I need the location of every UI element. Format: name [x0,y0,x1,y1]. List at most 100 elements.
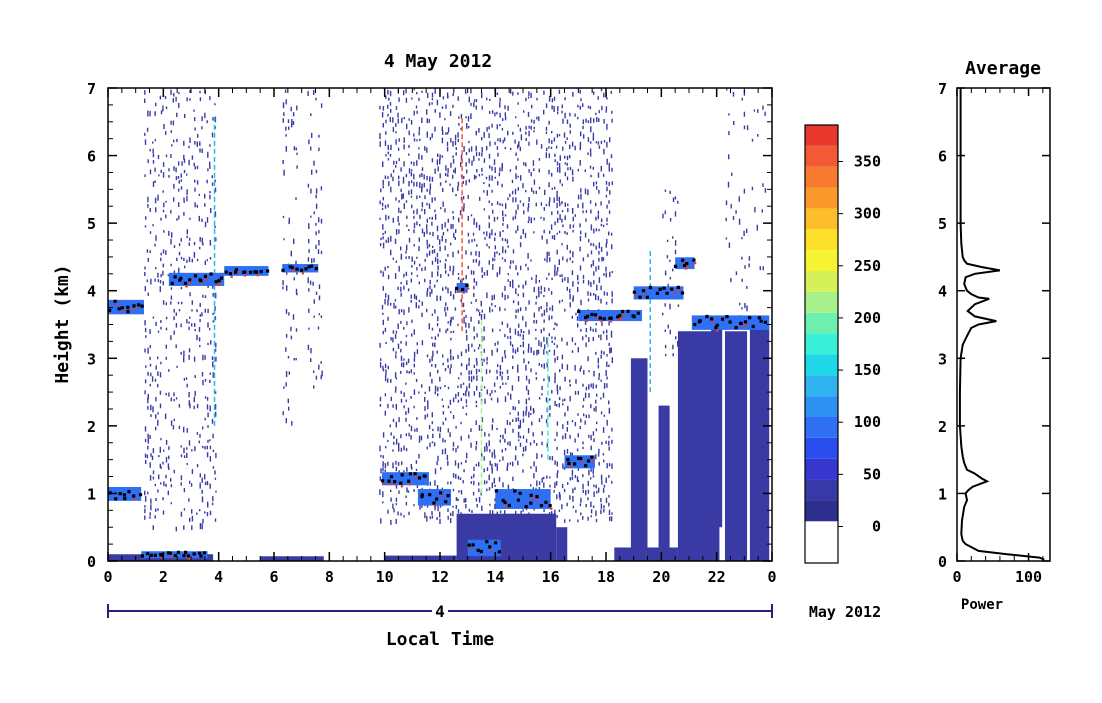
cloud-layer-13 [632,285,685,300]
colorbar-level-17 [805,166,838,188]
cloud-layer-2 [140,550,208,560]
main-x-tick-label-4: 8 [325,568,334,586]
cloud-layer-markers [381,472,427,485]
main-x-tick-label-5: 10 [376,568,394,586]
cloud-layer-band [108,299,144,315]
main-x-axis: 0 2 4 6 8 10 12 14 16 18 20 22 0 [103,88,777,586]
average-y-tick-label-4: 4 [938,283,947,301]
main-y-tick-label-6: 6 [87,148,96,166]
cloud-layer-band [168,272,225,286]
echo-region-1 [260,556,324,561]
average-y-tick-label-0: 0 [938,553,947,571]
main-y-axis: 0 1 2 3 4 5 6 7 [87,80,772,571]
cloud-layer-peaks [230,271,259,278]
cloud-layer-5 [281,264,319,275]
echo-region-2 [384,555,457,561]
cloud-layer-markers [577,309,640,321]
cloud-layer-band [224,266,269,276]
main-x-tick-label-2: 4 [214,568,223,586]
colorbar: 0 50 100 150 200 250 300 350 [804,124,881,564]
noise-region-4 [662,189,680,357]
main-x-tick-label-0: 0 [103,568,112,586]
colorbar-level-7 [805,375,838,397]
colorbar-level-12 [805,271,838,292]
date-bar-month-label: May 2012 [809,603,881,621]
cloud-layer-peaks [456,287,470,294]
main-y-tick-label-5: 5 [87,215,96,233]
cloud-layer-peaks [569,459,595,468]
colorbar-level-14 [805,229,838,251]
echo-region-4 [556,527,568,561]
colorbar-level-0 [805,521,838,563]
noise-region-2 [307,89,323,389]
cloud-layer-1 [108,487,143,501]
cloud-layer-9 [467,539,501,557]
colorbar-tick-label-6: 300 [854,205,881,223]
cloud-layer-markers [420,491,450,505]
cloud-layer-band [564,455,595,469]
cloud-layer-markers [281,264,318,272]
colorbar-frame [804,124,839,564]
average-y-tick-label-3: 3 [938,350,947,368]
main-y-tick-label-4: 4 [87,283,96,301]
colorbar-tick-label-2: 100 [854,413,881,431]
colorbar-level-3 [805,458,838,480]
cloud-layer-14 [673,257,697,270]
colorbar-level-11 [805,291,838,313]
colorbar-level-13 [805,250,838,271]
cloud-layer-0 [108,299,144,315]
cloud-layer-15 [691,314,770,332]
average-y-tick-label-5: 5 [938,215,947,233]
main-chart: 4 May 2012 0 2 4 6 8 10 12 14 16 18 20 22 0 01234567… [52,51,777,650]
average-x-tick-label-1: 100 [1015,568,1042,586]
main-x-tick-label-8: 16 [542,568,560,586]
cloud-layer-markers [140,550,206,558]
average-plot-frame [956,87,1051,562]
main-x-tick-label-7: 14 [486,568,504,586]
colorbar-level-16 [805,187,838,209]
cloud-layer-band [417,489,452,506]
colorbar-level-6 [805,396,838,417]
cloud-layer-12 [577,309,642,323]
cloud-layer-band [578,309,642,322]
colorbar-level-4 [805,437,838,459]
average-x-axis-label: Power [961,597,1003,613]
cloud-layer-peaks [382,475,418,488]
main-data-area [108,88,770,561]
main-x-tick-label-6: 12 [431,568,449,586]
main-x-tick-label-12: 0 [767,568,776,586]
noise-speckles [144,88,767,532]
main-y-axis-label: Height (km) [52,264,73,383]
colorbar-tick-label-0: 0 [872,518,881,536]
cloud-layer-peaks [469,547,493,552]
cloud-layer-markers [566,455,594,468]
cloud-layer-11 [564,455,595,469]
main-x-tick-label-3: 6 [269,568,278,586]
main-x-tick-label-1: 2 [159,568,168,586]
main-chart-title: 4 May 2012 [384,51,492,72]
cloud-layer-markers [673,258,696,268]
cloud-layer-peaks [292,269,304,275]
cloud-layer-markers [170,272,223,285]
main-x-axis-label: Local Time [386,629,495,650]
main-y-tick-label-3: 3 [87,350,96,368]
cloud-layer-3 [168,272,225,288]
colorbar-level-15 [805,208,838,230]
echo-region-9 [711,324,723,528]
colorbar-tick-label-7: 350 [854,153,881,171]
cloud-layer-peaks [434,494,444,508]
cloud-layer-band [456,282,468,293]
average-y-axis: 0 1 2 3 4 5 6 7 [938,80,1050,571]
average-chart-title: Average [965,58,1041,79]
main-y-tick-label-2: 2 [87,418,96,436]
cloud-layer-band [467,539,501,557]
colorbar-tick-label-4: 200 [854,309,881,327]
average-chart: Average 0 1 2 3 4 5 6 7 0 100 Power [938,58,1051,613]
main-y-tick-label-1: 1 [87,485,96,503]
average-y-tick-label-1: 1 [938,485,947,503]
cloud-layer-markers [108,490,143,501]
cloud-layer-4 [224,266,270,278]
cloud-layer-10 [494,489,553,510]
